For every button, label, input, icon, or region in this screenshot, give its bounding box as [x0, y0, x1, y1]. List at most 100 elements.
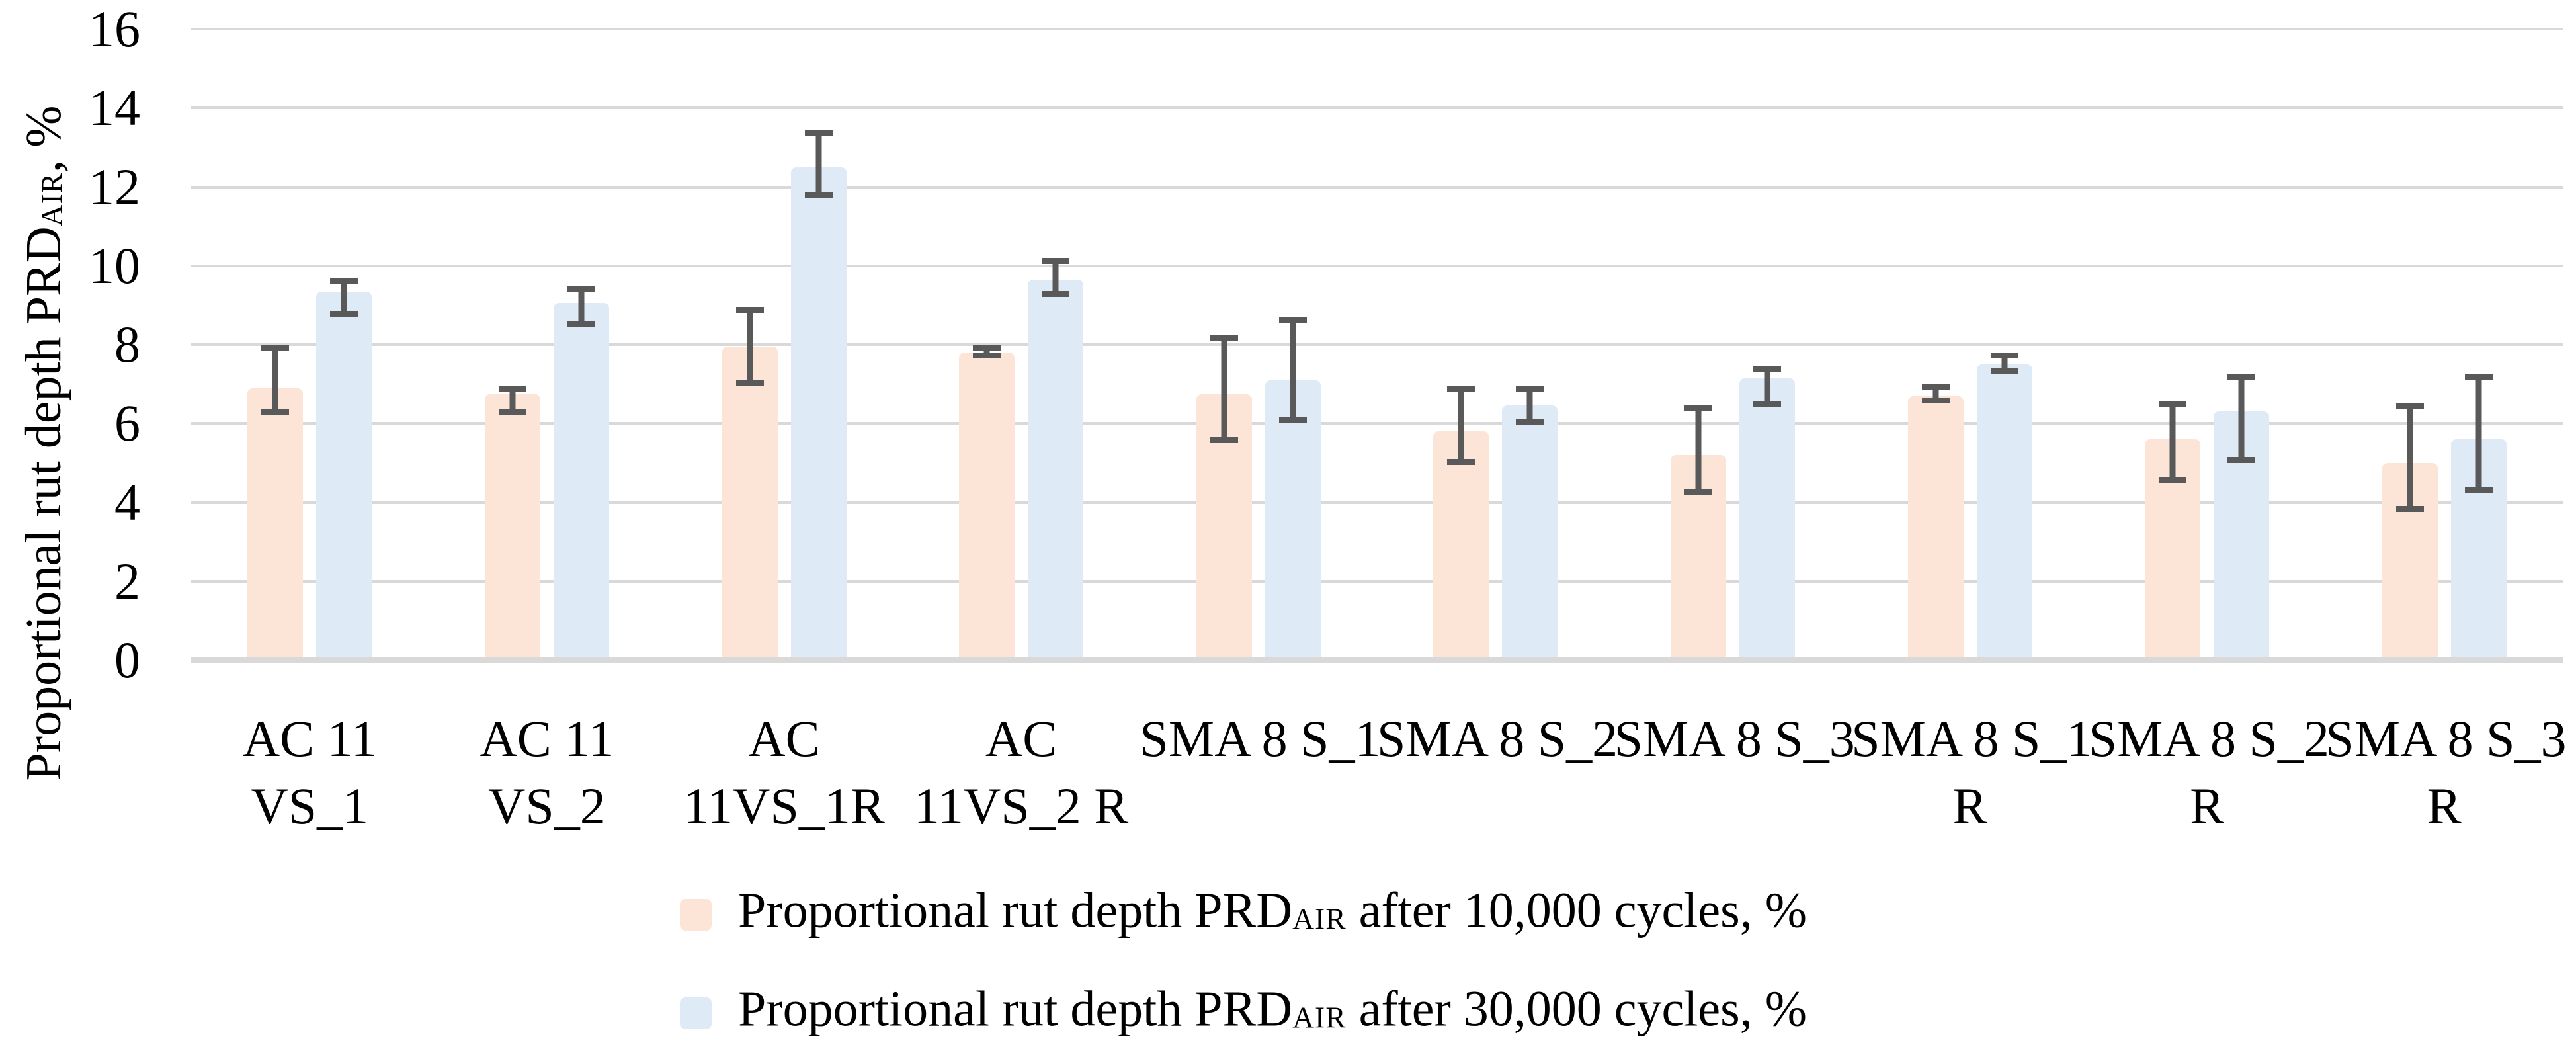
gridline [191, 501, 2563, 504]
error-bar-cap [973, 352, 1001, 358]
y-tick-label: 4 [114, 473, 140, 531]
error-bar-stem [2407, 403, 2413, 513]
error-bar-stem [578, 285, 585, 327]
error-bar-cap [1753, 401, 1781, 408]
legend-label-subscript: AIR [1292, 902, 1347, 936]
bar-series1-AC 11VS_2 R [959, 352, 1015, 663]
error-bar-cap [1921, 398, 1950, 404]
error-bar-series2-SMA 8 S_3 [1753, 366, 1781, 408]
error-bar-series1-AC 11 VS_1 [261, 345, 290, 416]
y-tick-label: 12 [89, 157, 140, 216]
error-bar-series1-SMA 8 S_2 R [2159, 401, 2187, 483]
legend-label-subscript: AIR [1292, 1000, 1347, 1034]
error-bar-stem [815, 130, 821, 199]
error-bar-series2-SMA 8 S_3 R [2464, 374, 2493, 493]
bar-series2-AC 11VS_2 R [1028, 279, 1084, 663]
plot-area [191, 0, 2563, 668]
error-bar-stem [1221, 335, 1227, 444]
error-bar-series1-AC 11VS_1R [735, 307, 764, 386]
x-category-label: SMA 8 S_3 [1614, 705, 1855, 773]
error-bar-cap [2464, 486, 2493, 493]
legend-label-text: Proportional rut depth PRD [738, 981, 1293, 1037]
x-category-label-line: R [1952, 777, 1987, 835]
y-tick-label: 14 [89, 79, 140, 137]
error-bar-series1-SMA 8 S_1 [1210, 335, 1238, 444]
bar-series1-AC 11 VS_2 [484, 394, 540, 663]
error-bar-stem [2475, 374, 2482, 493]
error-bar-series2-AC 11VS_1R [804, 130, 833, 199]
error-bar-stem [509, 386, 516, 416]
error-bar-cap [1210, 437, 1238, 444]
x-category-label: SMA 8 S_1 [1140, 705, 1381, 773]
error-bar-cap [567, 321, 595, 327]
bar-series1-SMA 8 S_1 R [1907, 396, 1964, 663]
error-bar-cap [2227, 456, 2256, 463]
y-tick-label: 16 [89, 0, 140, 58]
error-bar-cap [1516, 419, 1544, 426]
error-bar-stem [1052, 257, 1059, 298]
y-tick-label: 8 [114, 316, 140, 373]
error-bar-series1-SMA 8 S_3 [1684, 405, 1712, 495]
gridline [191, 106, 2563, 110]
error-bar-cap [1042, 291, 1070, 298]
bar-series2-AC 11 VS_2 [553, 303, 609, 663]
gridline [191, 343, 2563, 346]
error-bar-series2-SMA 8 S_2 R [2227, 374, 2256, 463]
x-category-label-line: 11VS_2 R [913, 777, 1129, 835]
x-category-label: SMA 8 S_3 R [2325, 705, 2567, 840]
x-category-label-line: SMA 8 S_3 [1614, 710, 1855, 767]
error-bar-series1-SMA 8 S_2 [1447, 386, 1475, 465]
error-bar-cap [2159, 476, 2187, 483]
error-bar-series1-AC 11VS_2 R [973, 345, 1001, 358]
error-bar-stem [1526, 386, 1533, 426]
bar-series1-AC 11VS_1R [722, 346, 778, 663]
x-category-label: SMA 8 S_2 R [2088, 705, 2329, 840]
error-bar-series2-SMA 8 S_2 [1516, 386, 1544, 426]
x-category-label-line: VS_2 [488, 777, 606, 835]
error-bar-cap [1684, 488, 1712, 495]
x-category-label-line: SMA 8 S_1 [1140, 710, 1381, 767]
legend-swatch-10000-cycles [680, 899, 712, 931]
x-category-label-line: AC [985, 710, 1058, 767]
bar-series2-SMA 8 S_1 R [1976, 364, 2032, 663]
x-category-label-line: AC [748, 710, 820, 767]
error-bar-series2-AC 11 VS_2 [567, 285, 595, 327]
error-bar-cap [2395, 506, 2424, 513]
x-category-label-line: R [2427, 777, 2462, 835]
legend-swatch-30000-cycles [680, 997, 712, 1029]
x-category-label: AC 11 VS_2 [429, 705, 666, 840]
error-bar-series2-AC 11VS_2 R [1042, 257, 1070, 298]
error-bar-series2-AC 11 VS_1 [330, 277, 358, 317]
gridline [191, 422, 2563, 425]
legend-label-suffix: after 10,000 cycles, % [1346, 882, 1807, 939]
error-bar-stem [2169, 401, 2176, 483]
error-bar-cap [261, 409, 290, 416]
x-category-label: SMA 8 S_1 R [1851, 705, 2092, 840]
error-bar-stem [983, 345, 990, 358]
x-category-label-line: SMA 8 S_3 [2325, 710, 2567, 767]
x-category-label-line: SMA 8 S_2 [2088, 710, 2329, 767]
legend-label-10000-cycles: Proportional rut depth PRDAIR after 10,0… [738, 884, 1807, 946]
x-category-label: AC 11VS_2 R [903, 705, 1140, 840]
x-axis-line [191, 657, 2563, 663]
bar-series2-SMA 8 S_2 [1502, 405, 1558, 663]
error-bar-stem [341, 277, 347, 317]
x-category-label-line: 11VS_1R [683, 777, 885, 835]
gridline [191, 264, 2563, 267]
bar-series2-SMA 8 S_3 [1739, 378, 1795, 663]
error-bar-stem [1290, 317, 1296, 424]
error-bar-stem [1695, 405, 1702, 495]
x-category-label: AC 11VS_1R [665, 705, 903, 840]
x-category-label: AC 11 VS_1 [191, 705, 429, 840]
x-category-label-line: VS_1 [251, 777, 369, 835]
x-category-label-line: AC 11 [479, 710, 614, 767]
bar-series2-AC 11VS_1R [790, 167, 847, 663]
error-bar-series2-SMA 8 S_1 R [1990, 352, 2018, 374]
gridline [191, 579, 2563, 583]
error-bar-stem [2001, 352, 2007, 374]
bar-series1-AC 11 VS_1 [247, 388, 304, 663]
legend-label-30000-cycles: Proportional rut depth PRDAIR after 30,0… [738, 983, 1807, 1044]
y-tick-label: 2 [114, 552, 140, 610]
error-bar-cap [1278, 417, 1307, 424]
